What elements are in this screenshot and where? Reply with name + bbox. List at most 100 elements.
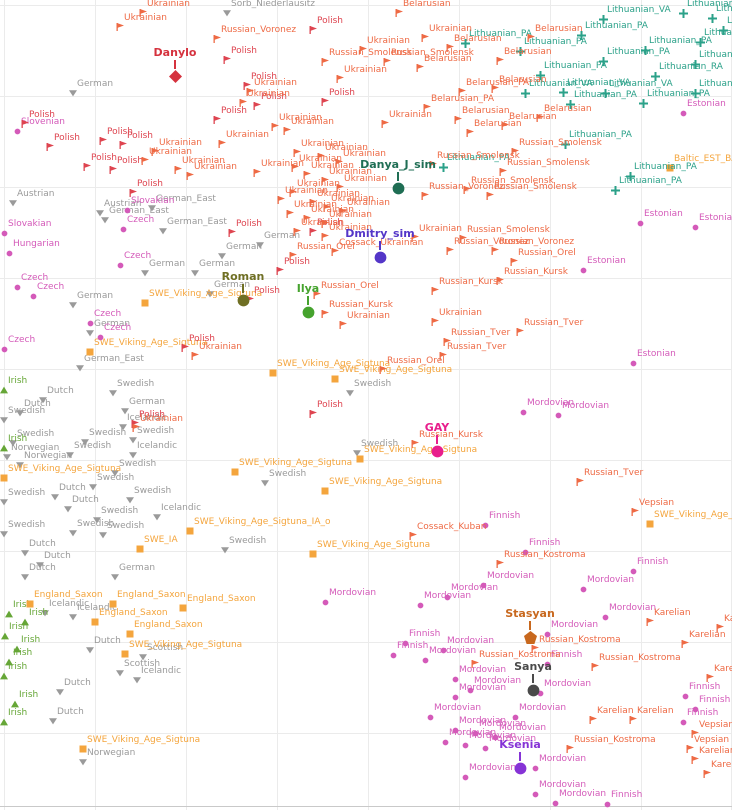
flag-marker-icon (131, 420, 139, 428)
tri-down-marker-icon (79, 759, 87, 766)
tri-up-marker-icon (0, 444, 8, 452)
point-label: Scottish (124, 659, 161, 669)
point-label: Russian_Tver (524, 318, 584, 328)
point-label: Swedish (119, 459, 157, 469)
sample-label: Roman (221, 270, 265, 283)
tri-up-marker-icon (21, 618, 29, 626)
sample-leader-line (307, 296, 309, 305)
flag-marker-icon (309, 26, 317, 34)
point-label: Irish (29, 608, 49, 618)
flag-marker-icon (321, 98, 329, 106)
point-label: Lithuanian_PA (524, 37, 587, 47)
point-label: Swedish (77, 519, 115, 529)
point-label: Russian_Kostroma (504, 550, 586, 560)
point-label: German_East (109, 206, 169, 216)
point-label: German (214, 280, 251, 290)
square-marker-icon (109, 600, 117, 608)
tri-down-marker-icon (69, 614, 77, 621)
circle-marker-icon (682, 693, 688, 699)
tri-down-marker-icon (16, 462, 24, 469)
flag-marker-icon (253, 102, 261, 110)
point-label: Polish (29, 110, 56, 120)
tri-down-marker-icon (221, 547, 229, 554)
tri-down-marker-icon (129, 452, 137, 459)
circle-marker-icon (580, 586, 586, 592)
point-label: Karelian (654, 608, 691, 618)
point-label: Austrian (104, 199, 142, 209)
flag-marker-icon (511, 148, 519, 156)
flag-marker-icon (646, 618, 654, 626)
point-label: Polish (317, 218, 344, 228)
circle-marker-icon (522, 549, 528, 555)
point-label: England_Saxon (99, 608, 168, 618)
tri-up-marker-icon (1, 632, 9, 640)
flag-marker-icon (471, 660, 479, 668)
flag-marker-icon (458, 88, 466, 96)
tri-down-marker-icon (139, 654, 147, 661)
point-label: German_East (84, 354, 144, 364)
point-label: German (149, 259, 186, 269)
flag-marker-icon (132, 424, 140, 432)
flag-marker-icon (323, 204, 331, 212)
point-label: Vepsian (699, 720, 732, 730)
point-label: German (264, 231, 301, 241)
circle-marker-icon (422, 657, 428, 663)
plus-marker-icon (610, 185, 620, 195)
flag-marker-icon (421, 192, 429, 200)
flag-marker-icon (531, 645, 539, 653)
point-label: Lithuanian_VA (687, 0, 732, 9)
point-label: Belarusian (504, 47, 552, 57)
point-label: Lithuanian_PA (704, 28, 732, 38)
sample-label: Stasyan (505, 607, 555, 620)
flag-marker-icon (409, 532, 417, 540)
tri-down-marker-icon (86, 330, 94, 337)
point-label: Dutch (44, 551, 71, 561)
point-label: Mordovian (539, 754, 587, 764)
point-label: Dutch (64, 678, 91, 688)
circle-marker-icon (532, 791, 538, 797)
plus-marker-icon (678, 8, 688, 18)
point-label: Mordovian (424, 591, 472, 601)
point-label: Lithuanian_VA (609, 79, 673, 89)
tri-down-marker-icon (0, 499, 8, 506)
point-label: Polish (221, 106, 248, 116)
flag-marker-icon (271, 123, 279, 131)
flag-marker-icon (466, 129, 474, 137)
point-label: Russian_Smolensk (391, 48, 474, 58)
point-label: Swedish (8, 406, 46, 416)
circle-marker-icon (392, 182, 404, 194)
gridline-horizontal (0, 369, 732, 370)
tri-down-marker-icon (159, 228, 167, 235)
point-label: Russian_Kursk (329, 300, 393, 310)
flag-marker-icon (681, 640, 689, 648)
tri-down-marker-icon (111, 470, 119, 477)
gridline-horizontal (0, 460, 732, 461)
flag-marker-icon (629, 716, 637, 724)
point-label: Ukrainian (226, 130, 269, 140)
point-label: Karelian (699, 746, 732, 756)
gridline-horizontal (0, 278, 732, 279)
point-label: Ukrainian (247, 89, 290, 99)
point-label: Ukrainian (331, 194, 374, 204)
point-label: Czech (94, 309, 122, 319)
square-marker-icon (231, 468, 239, 476)
plus-marker-icon (535, 70, 545, 80)
tri-up-marker-icon (5, 610, 13, 618)
flag-marker-icon (411, 234, 419, 242)
point-label: SWE_Viking_Age_Sigtuna (339, 365, 453, 375)
circle-marker-icon (580, 267, 586, 273)
point-label: Mordovian (479, 719, 527, 729)
point-label: Finnish (489, 511, 521, 521)
point-label: Belarusian (454, 34, 502, 44)
tri-down-marker-icon (126, 497, 134, 504)
flag-marker-icon (309, 228, 317, 236)
point-label: Polish (189, 334, 216, 344)
square-marker-icon (309, 550, 317, 558)
square-marker-icon (126, 630, 134, 638)
flag-marker-icon (317, 153, 325, 161)
point-label: England_Saxon (134, 620, 203, 630)
circle-marker-icon (514, 762, 526, 774)
gridline-vertical (641, 0, 642, 810)
point-label: Dutch (29, 563, 56, 573)
